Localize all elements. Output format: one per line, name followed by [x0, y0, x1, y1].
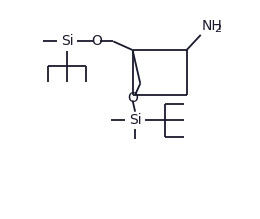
Text: NH: NH	[202, 19, 223, 33]
Text: O: O	[127, 91, 138, 105]
Text: O: O	[91, 34, 102, 48]
Text: Si: Si	[61, 34, 73, 48]
Text: 2: 2	[214, 24, 222, 34]
Text: Si: Si	[129, 113, 141, 127]
